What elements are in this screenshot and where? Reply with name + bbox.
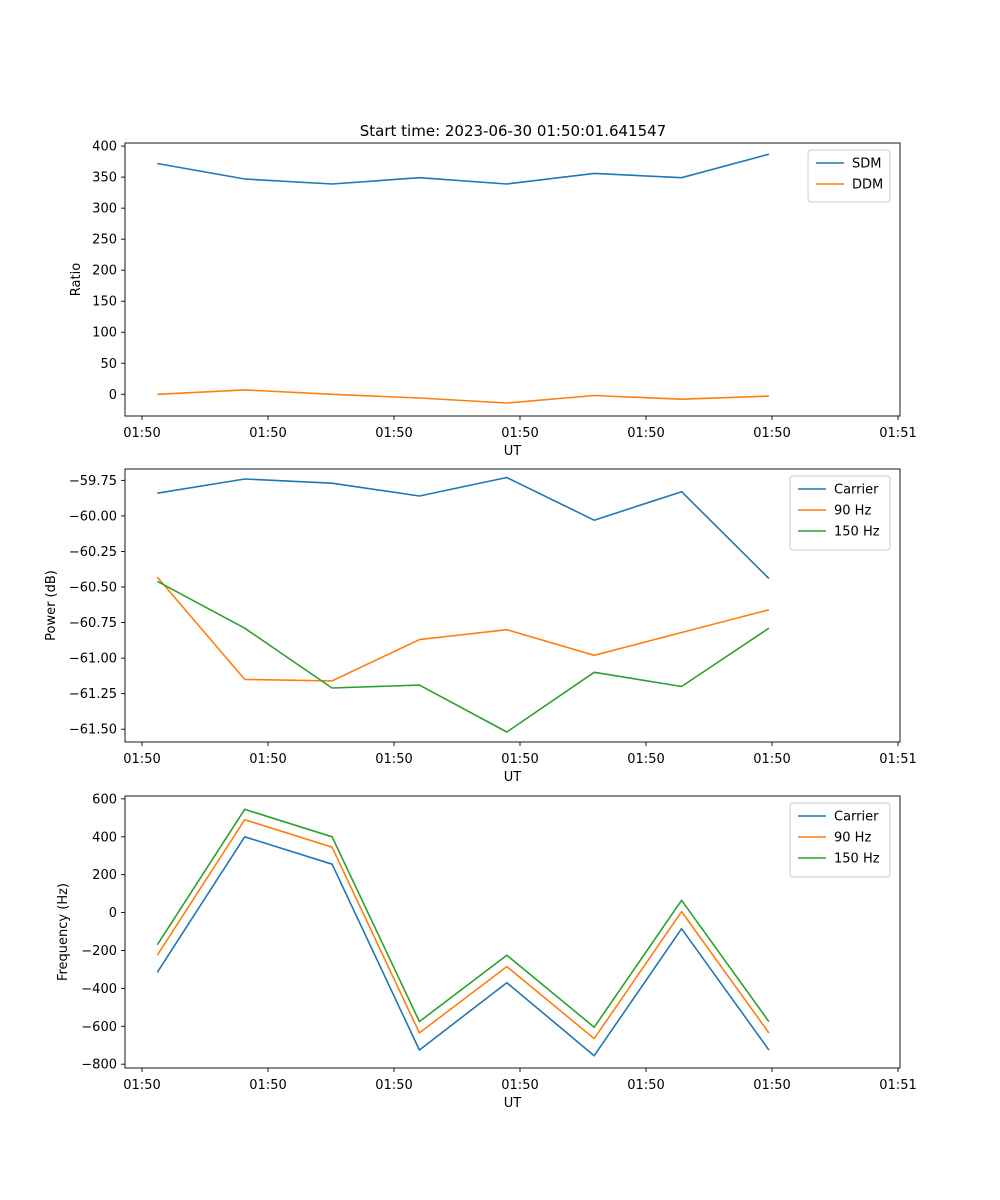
y-tick-label: −60.75	[69, 616, 117, 631]
series-line-carrier	[156, 835, 770, 1057]
y-tick-label: 400	[92, 830, 117, 845]
y-tick-label: 300	[92, 202, 117, 217]
series-line-carrier	[157, 476, 770, 580]
subplot-3: 01:50 01:50 01:50 01:50 01:50 01:50 01:51 −800 −…	[56, 792, 917, 1111]
x-tick-label: 01:50	[627, 1078, 664, 1093]
chart-title: Start time: 2023-06-30 01:50:01.641547	[360, 122, 666, 140]
x-tick-label: 01:50	[753, 1078, 790, 1093]
series-line-90-hz	[156, 818, 770, 1040]
series-line-150-hz	[156, 808, 770, 1028]
y-axis-label: Ratio	[69, 263, 84, 296]
y-tick-label: 100	[92, 326, 117, 341]
series-line-sdm	[157, 153, 770, 185]
legend: Carrier 90 Hz 150 Hz	[789, 475, 891, 551]
y-tick-label: −59.75	[69, 474, 117, 489]
y-tick-label: 200	[92, 264, 117, 279]
x-tick-label: 01:50	[753, 426, 790, 441]
x-tick-label: 01:50	[123, 426, 160, 441]
axes-frame	[124, 795, 901, 1069]
x-tick-label: 01:50	[375, 752, 412, 767]
legend-label: 90 Hz	[834, 504, 871, 519]
x-tick-label: 01:50	[123, 752, 160, 767]
y-tick-label: −200	[81, 944, 117, 959]
y-tick-label: 150	[92, 295, 117, 310]
y-tick-label: 50	[100, 357, 117, 372]
x-tick-label: 01:50	[501, 752, 538, 767]
series-line-150-hz	[156, 580, 770, 733]
axes-frame	[124, 142, 901, 417]
subplot-2: 01:50 01:50 01:50 01:50 01:50 01:50 01:51 −61.5…	[44, 468, 917, 785]
x-tick-label: 01:50	[627, 426, 664, 441]
y-axis-label: Power (dB)	[44, 570, 59, 641]
legend-label: 90 Hz	[834, 831, 871, 846]
x-tick-label: 01:50	[375, 426, 412, 441]
legend-label: DDM	[852, 178, 883, 193]
y-tick-label: 250	[92, 233, 117, 248]
x-axis-label: UT	[504, 770, 522, 785]
y-tick-label: −61.00	[69, 652, 117, 667]
legend-label: Carrier	[834, 810, 879, 825]
y-tick-label: −60.50	[69, 581, 117, 596]
x-tick-label: 01:50	[627, 752, 664, 767]
y-tick-label: 200	[92, 868, 117, 883]
x-tick-label: 01:51	[879, 1078, 916, 1093]
y-tick-label: −60.25	[69, 545, 117, 560]
x-tick-label: 01:50	[123, 1078, 160, 1093]
y-axis-label: Frequency (Hz)	[56, 883, 71, 981]
y-tick-label: 0	[109, 906, 117, 921]
legend: SDM DDM	[807, 149, 891, 203]
legend: Carrier 90 Hz 150 Hz	[789, 802, 891, 878]
x-tick-label: 01:50	[375, 1078, 412, 1093]
y-tick-label: −61.50	[69, 723, 117, 738]
x-tick-label: 01:50	[249, 752, 286, 767]
axes-frame	[124, 468, 901, 743]
y-tick-label: −60.00	[69, 509, 117, 524]
legend-label: 150 Hz	[834, 852, 880, 867]
x-axis-label: UT	[504, 1096, 522, 1111]
y-tick-label: 600	[92, 792, 117, 807]
y-tick-label: −400	[81, 982, 117, 997]
x-tick-label: 01:51	[879, 426, 916, 441]
y-tick-label: 400	[92, 140, 117, 155]
y-tick-label: −600	[81, 1020, 117, 1035]
y-tick-label: 350	[92, 171, 117, 186]
y-tick-label: −800	[81, 1058, 117, 1073]
x-tick-label: 01:50	[501, 1078, 538, 1093]
x-tick-label: 01:50	[501, 426, 538, 441]
legend-label: Carrier	[834, 483, 879, 498]
series-line-90-hz	[156, 576, 770, 682]
subplot-1: 01:50 01:50 01:50 01:50 01:50 01:50 01:51 0 50 10…	[69, 140, 917, 459]
y-tick-label: 0	[109, 388, 117, 403]
x-axis-label: UT	[504, 444, 522, 459]
series-line-ddm	[157, 389, 769, 404]
x-tick-label: 01:50	[249, 426, 286, 441]
y-tick-label: −61.25	[69, 687, 117, 702]
x-tick-label: 01:50	[753, 752, 790, 767]
legend-label: SDM	[852, 157, 881, 172]
legend-label: 150 Hz	[834, 525, 880, 540]
x-tick-label: 01:50	[249, 1078, 286, 1093]
x-tick-label: 01:51	[879, 752, 916, 767]
